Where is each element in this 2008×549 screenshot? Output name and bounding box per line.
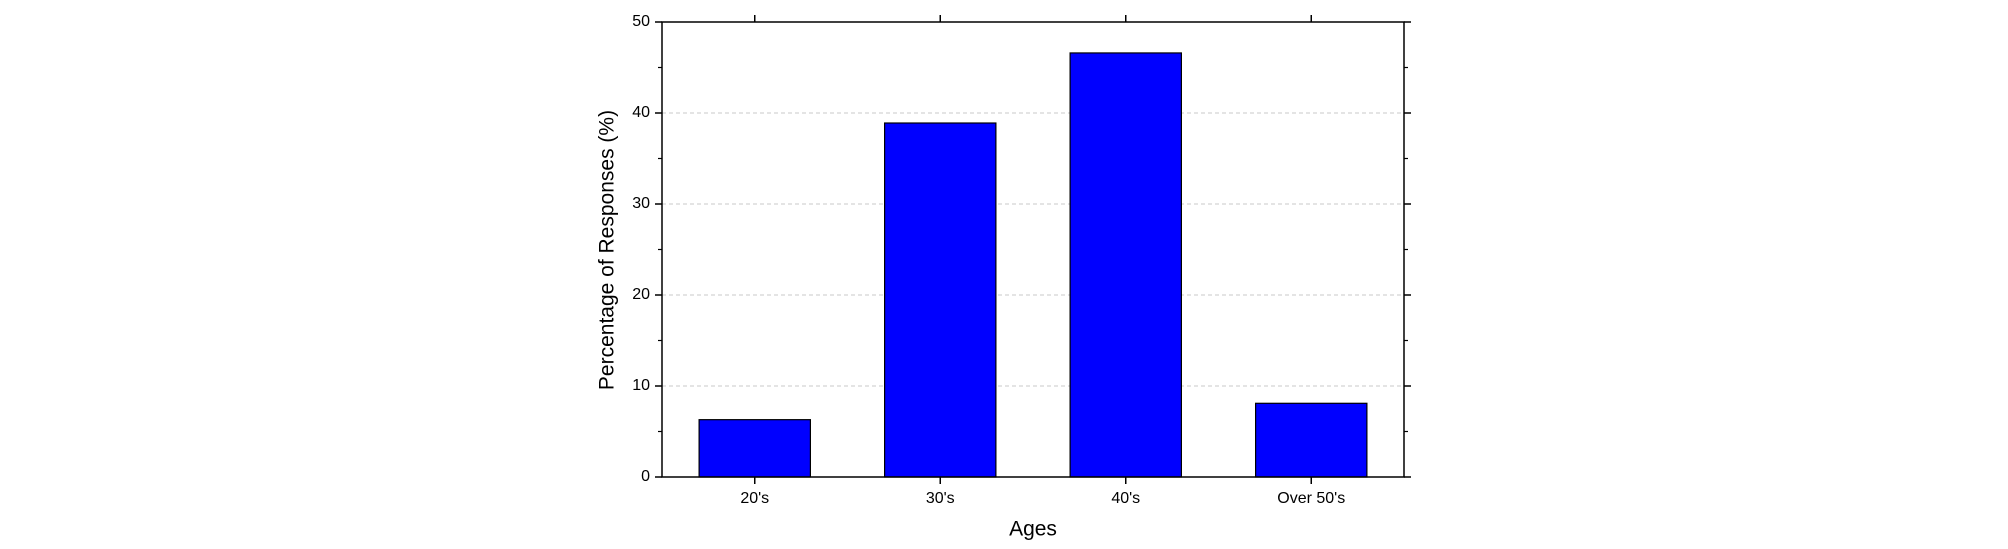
bar [1069,52,1182,478]
y-tick-label: 0 [641,468,650,485]
x-tick-label: 30's [926,490,955,507]
y-tick-label: 20 [632,286,650,303]
bar [1254,402,1368,478]
y-tick-label: 30 [632,195,650,212]
plot-frame [661,21,1405,478]
y-axis-title: Percentage of Responses (%) [596,110,619,390]
y-tick-label: 10 [632,377,650,394]
x-tick-label: 40's [1111,490,1140,507]
x-tick-label: 20's [740,490,769,507]
y-tick-label: 40 [632,104,650,121]
x-axis-title: Ages [1009,518,1057,541]
bar [698,419,811,478]
y-tick-label: 50 [632,13,650,30]
bar [883,122,997,478]
x-tick-label: Over 50's [1277,490,1345,507]
